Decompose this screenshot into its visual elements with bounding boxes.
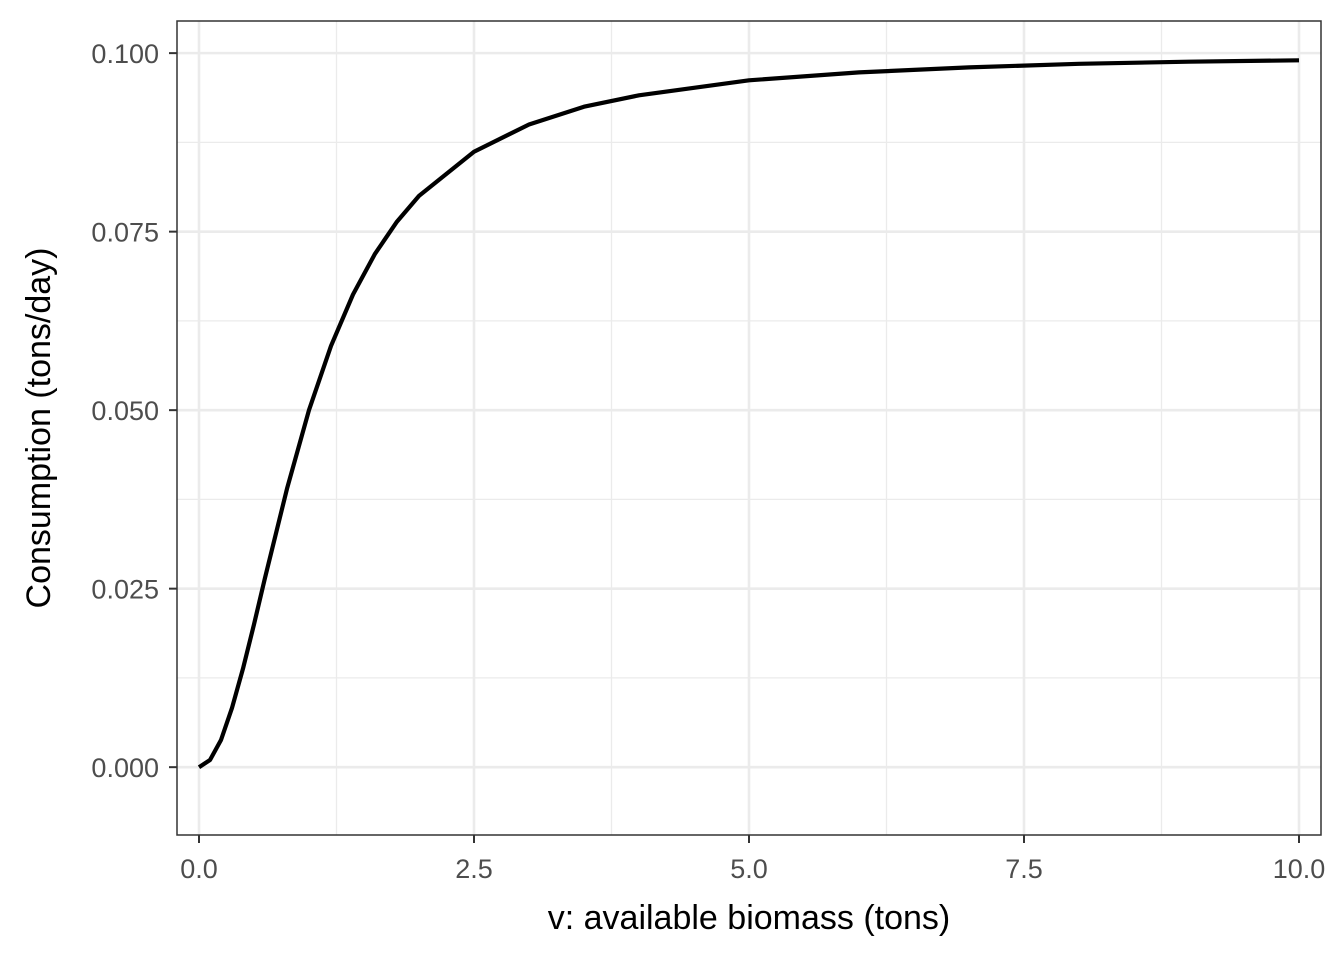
x-tick-label: 10.0: [1273, 854, 1326, 884]
y-tick-label: 0.100: [91, 39, 159, 69]
y-tick-label: 0.075: [91, 218, 159, 248]
y-axis-title: Consumption (tons/day): [20, 248, 58, 609]
y-tick-label: 0.025: [91, 575, 159, 605]
x-axis-title: v: available biomass (tons): [548, 899, 951, 937]
x-axis: 0.0 2.5 5.0 7.5 10.0: [180, 835, 1325, 884]
series-layer: [197, 58, 1300, 769]
x-tick-label: 2.5: [455, 854, 493, 884]
major-gridlines: [177, 21, 1321, 835]
y-tick-label: 0.000: [91, 753, 159, 783]
y-tick-label: 0.050: [91, 396, 159, 426]
x-tick-label: 5.0: [730, 854, 768, 884]
x-tick-label: 0.0: [180, 854, 218, 884]
consumption-line: [197, 58, 1300, 769]
x-tick-label: 7.5: [1005, 854, 1043, 884]
y-axis: 0.000 0.025 0.050 0.075 0.100: [91, 39, 177, 783]
